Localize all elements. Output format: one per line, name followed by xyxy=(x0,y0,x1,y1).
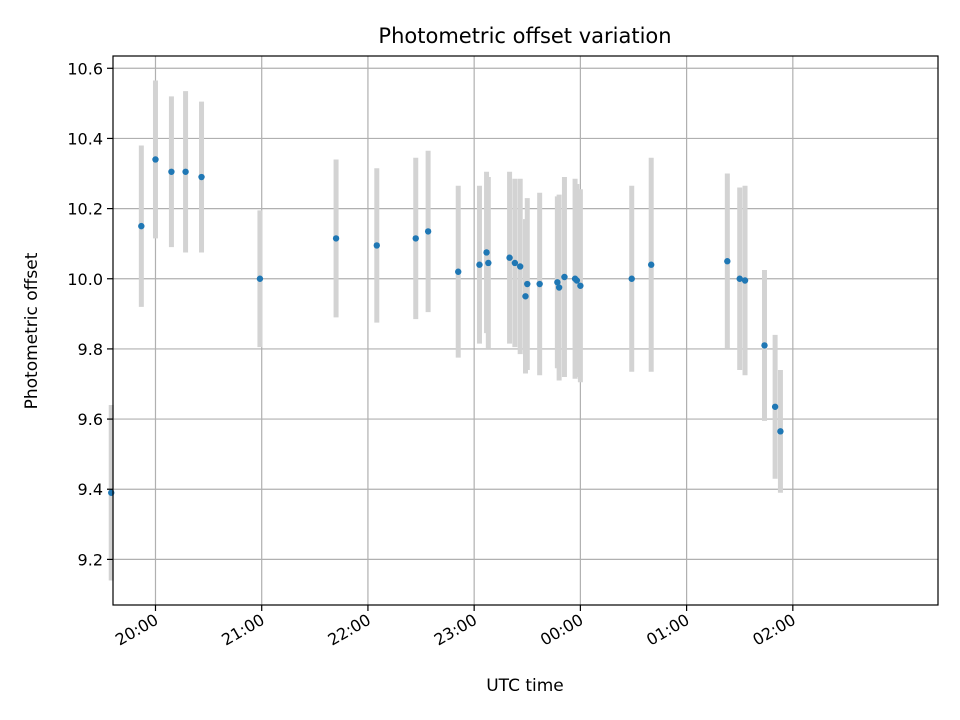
data-point xyxy=(761,342,768,349)
y-tick-label: 9.4 xyxy=(78,480,103,499)
data-point xyxy=(511,259,519,267)
x-axis-ticks: 20:00 21:00 22:00 23:00 00:00 01:00 02:00 xyxy=(112,605,799,650)
data-point xyxy=(506,254,513,261)
data-point xyxy=(138,222,145,230)
data-point xyxy=(628,275,635,282)
data-point xyxy=(524,280,531,288)
data-point xyxy=(516,263,524,270)
data-point xyxy=(736,275,743,282)
y-axis-ticks: 9.2 9.4 9.6 9.8 10.0 10.2 10.4 10.6 xyxy=(67,59,113,569)
x-tick-label: 20:00 xyxy=(112,610,161,650)
y-tick-label: 10.2 xyxy=(67,200,103,219)
data-point xyxy=(771,403,779,410)
data-point xyxy=(485,259,492,267)
data-point xyxy=(168,168,175,175)
y-axis-label: Photometric offset xyxy=(22,252,42,409)
x-tick-label: 00:00 xyxy=(537,610,586,650)
data-point xyxy=(373,242,380,249)
y-tick-label: 10.0 xyxy=(67,270,103,289)
chart-title: Photometric offset variation xyxy=(378,24,671,48)
data-point xyxy=(424,228,432,235)
x-tick-label: 01:00 xyxy=(643,610,692,650)
data-point xyxy=(332,235,340,242)
data-point xyxy=(647,261,655,268)
data-point xyxy=(152,156,159,163)
y-tick-label: 9.6 xyxy=(78,410,103,429)
data-point xyxy=(455,268,462,275)
data-point xyxy=(476,261,483,268)
data-point xyxy=(536,280,543,288)
data-point xyxy=(724,258,731,265)
data-point xyxy=(777,428,784,435)
x-axis-label: UTC time xyxy=(486,676,564,696)
x-tick-label: 23:00 xyxy=(431,610,480,650)
x-tick-label: 02:00 xyxy=(749,610,798,650)
y-tick-label: 10.6 xyxy=(67,59,103,78)
data-point xyxy=(577,282,584,289)
data-point xyxy=(182,168,189,175)
data-point xyxy=(522,293,529,300)
data-point xyxy=(573,277,581,284)
y-tick-label: 9.2 xyxy=(78,550,103,569)
x-tick-label: 21:00 xyxy=(218,610,267,650)
data-point xyxy=(561,273,568,281)
data-point xyxy=(198,173,205,181)
data-point xyxy=(554,279,561,286)
data-point xyxy=(555,284,563,291)
plot-frame xyxy=(112,55,939,606)
y-tick-label: 9.8 xyxy=(78,340,103,359)
data-points xyxy=(108,156,784,496)
data-point xyxy=(412,235,419,242)
data-point xyxy=(483,249,490,256)
data-point xyxy=(741,277,749,284)
x-tick-label: 22:00 xyxy=(325,610,374,650)
error-bars xyxy=(108,80,783,581)
data-point xyxy=(256,275,264,282)
y-tick-label: 10.4 xyxy=(67,129,103,148)
